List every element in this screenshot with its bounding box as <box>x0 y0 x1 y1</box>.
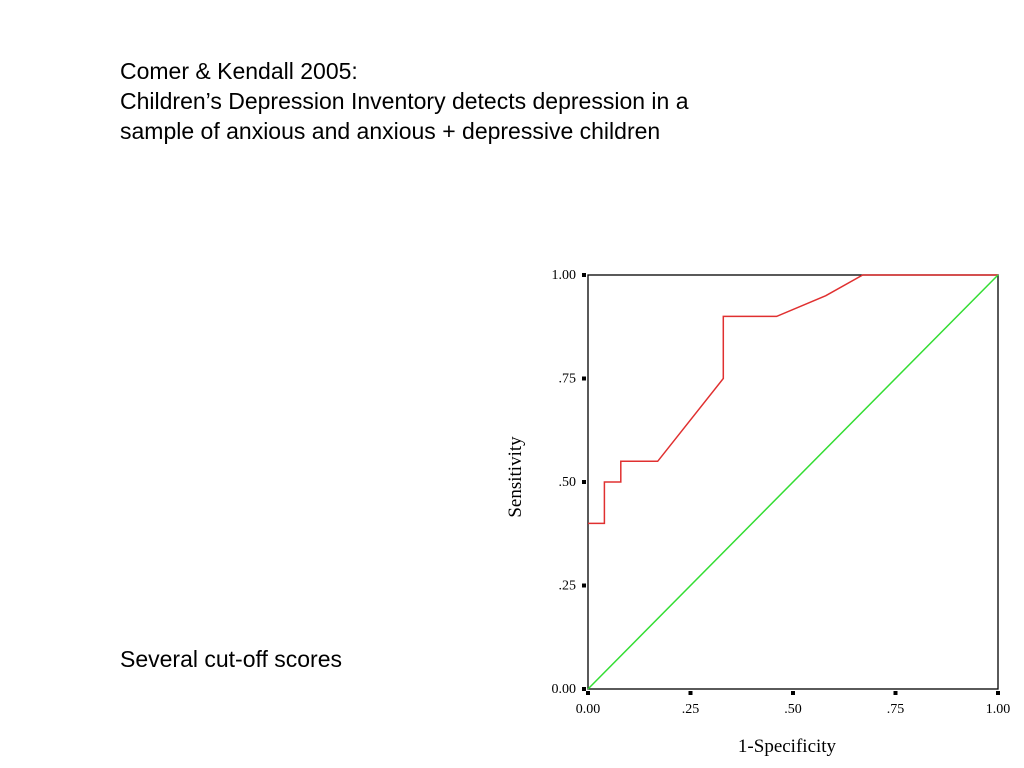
x-tick-mark <box>893 691 898 695</box>
y-axis-ticks: 0.00 .25 .50 .75 1.00 <box>552 268 586 697</box>
x-tick-mark <box>586 691 590 695</box>
y-tick-label: .75 <box>559 372 577 387</box>
y-axis-title: Sensitivity <box>505 436 526 518</box>
x-tick-label: 0.00 <box>576 702 601 717</box>
roc-curve-line <box>588 274 998 525</box>
x-tick-mark <box>996 691 1000 695</box>
y-tick-label: .50 <box>559 475 577 490</box>
y-tick-mark <box>582 583 586 588</box>
y-tick-mark <box>582 687 586 691</box>
plot-area-frame <box>587 274 999 690</box>
y-tick-label: .25 <box>559 579 577 594</box>
y-tick-label: 0.00 <box>552 682 577 697</box>
title-line-2: sample of anxious and anxious + depressi… <box>120 118 661 144</box>
slide-title: Comer & Kendall 2005: Children’s Depress… <box>120 56 689 146</box>
reference-diagonal-line <box>587 274 999 690</box>
x-tick-label: .75 <box>887 702 905 717</box>
y-tick-mark <box>582 480 586 484</box>
cutoff-note: Several cut-off scores <box>120 646 343 672</box>
x-tick-mark <box>791 691 795 695</box>
x-tick-label: .50 <box>784 702 802 717</box>
x-tick-label: 1.00 <box>986 702 1011 717</box>
x-tick-mark <box>688 691 693 695</box>
series-layer <box>587 274 999 690</box>
title-line-citation: Comer & Kendall 2005: <box>120 58 358 84</box>
x-axis-title: 1-Specificity <box>738 736 837 757</box>
x-tick-label: .25 <box>682 702 700 717</box>
y-tick-mark <box>582 376 586 381</box>
y-tick-mark <box>582 273 586 277</box>
y-tick-label: 1.00 <box>552 268 577 283</box>
title-line-1: Children’s Depression Inventory detects … <box>120 88 689 114</box>
x-axis-ticks: 0.00 .25 .50 .75 1.00 <box>576 691 1011 717</box>
